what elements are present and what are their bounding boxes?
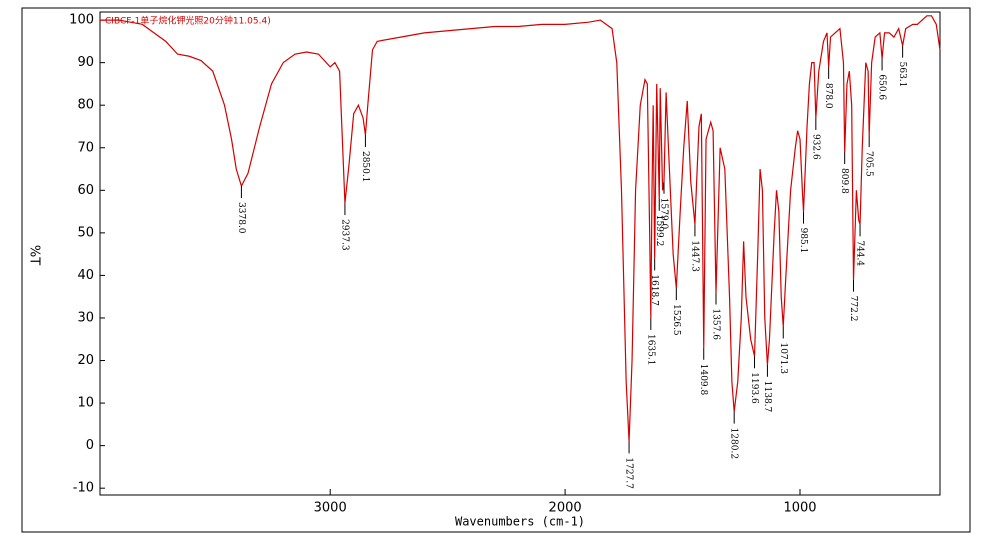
peak-label: 1526.5 xyxy=(671,304,681,336)
y-tick-label: 0 xyxy=(86,438,94,453)
y-tick-label: 50 xyxy=(77,225,94,240)
chart-title: CIBCF-1单子烷化钾光照20分钟11.05.4) xyxy=(105,15,271,27)
peak-label: 705.5 xyxy=(864,151,874,177)
y-axis-label: %T xyxy=(27,245,42,265)
y-tick-label: 100 xyxy=(69,13,94,28)
peak-label: 878.0 xyxy=(823,83,833,109)
peak-label: 985.1 xyxy=(798,228,808,254)
x-tick-label: 3000 xyxy=(314,501,347,516)
outer-frame xyxy=(21,7,971,533)
y-tick-label: 80 xyxy=(77,98,94,113)
peak-label: 1409.8 xyxy=(698,364,708,396)
peak-label: 1280.2 xyxy=(729,428,739,460)
peak-label: 932.6 xyxy=(810,134,820,160)
y-tick-label: 60 xyxy=(77,183,94,198)
peak-label: 1618.7 xyxy=(649,274,659,306)
y-tick-label: 90 xyxy=(77,55,94,70)
y-tick-label: 40 xyxy=(77,268,94,283)
peak-label: 3378.0 xyxy=(236,202,246,234)
peak-label: 2937.3 xyxy=(339,219,349,251)
peak-label: 1579.0 xyxy=(658,198,668,230)
peak-label: 2850.1 xyxy=(360,151,370,183)
peak-label: 809.8 xyxy=(839,168,849,194)
y-tick-label: 10 xyxy=(77,396,94,411)
x-tick-label: 2000 xyxy=(549,501,582,516)
peak-label: 772.2 xyxy=(848,296,858,322)
y-tick-label: 70 xyxy=(77,140,94,155)
x-tick-label: 1000 xyxy=(783,501,816,516)
y-tick-label: 20 xyxy=(77,353,94,368)
y-tick-label: -10 xyxy=(73,481,94,496)
x-axis-label: Wavenumbers (cm-1) xyxy=(455,515,585,529)
peak-label: 1447.3 xyxy=(689,240,699,272)
peak-label: 1727.7 xyxy=(624,457,634,489)
peak-label: 1357.6 xyxy=(711,308,721,340)
peak-label: 744.4 xyxy=(855,240,865,266)
peak-label: 650.6 xyxy=(877,74,887,100)
spectrum-line xyxy=(100,15,941,442)
peak-label: 1599.2 xyxy=(654,215,664,247)
peak-label: 1635.1 xyxy=(645,334,655,366)
peak-label: 563.1 xyxy=(897,62,907,88)
peak-label: 1138.7 xyxy=(762,381,772,413)
y-tick-label: 30 xyxy=(77,310,94,325)
peak-label: 1071.3 xyxy=(778,342,788,374)
plot-frame xyxy=(99,11,941,496)
peak-label: 1193.6 xyxy=(749,372,759,404)
